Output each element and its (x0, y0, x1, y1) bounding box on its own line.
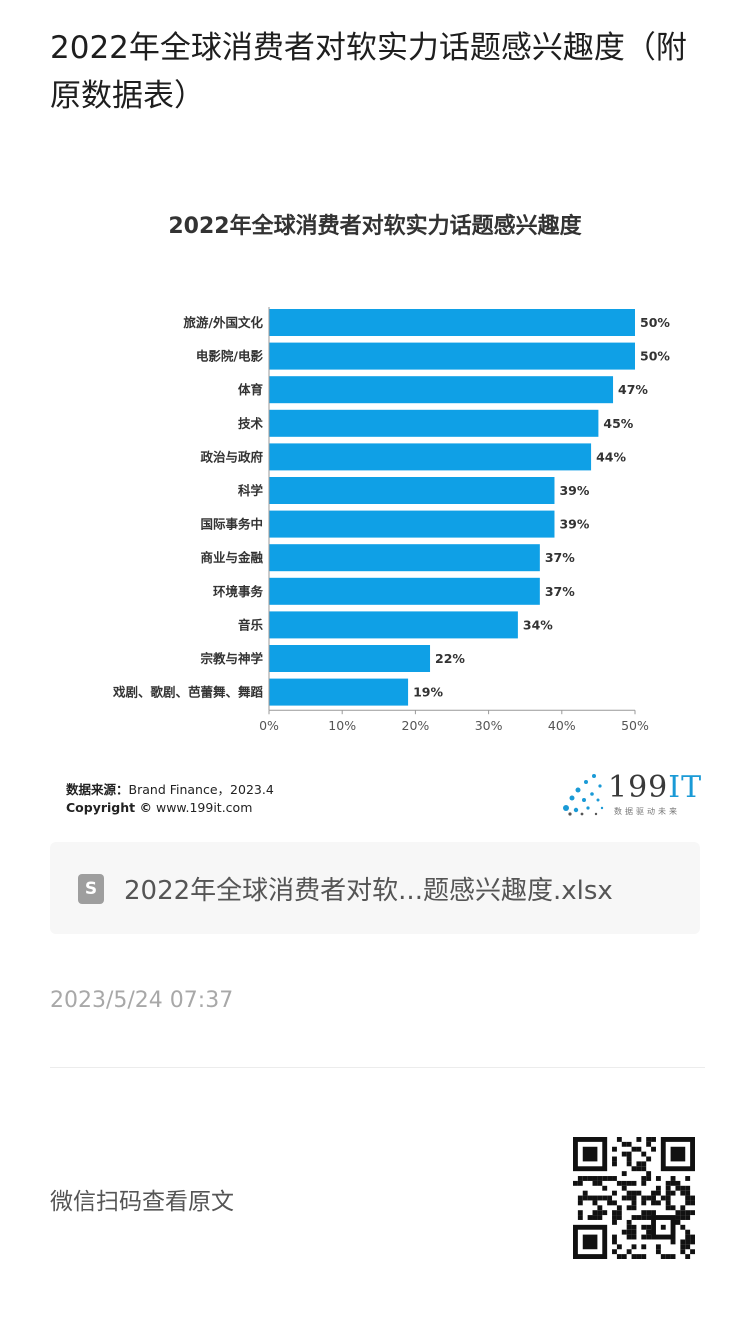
bar (269, 409, 599, 437)
bar (269, 611, 518, 639)
logo-text: 199IT (608, 770, 703, 805)
logo-tagline: 数据驱动未来 (614, 807, 680, 816)
timestamp: 2023/5/24 07:37 (50, 988, 234, 1013)
copyright-label: Copyright © (66, 800, 152, 815)
page-title: 2022年全球消费者对软实力话题感兴趣度（附原数据表） (50, 30, 687, 114)
category-label: 环境事务 (213, 584, 264, 599)
category-label: 技术 (238, 416, 264, 431)
bar (269, 645, 431, 672)
read-original-label: 微信扫码查看原文 (50, 1189, 234, 1215)
category-label: 国际事务中 (200, 517, 263, 532)
category-label: 科学 (238, 483, 264, 498)
x-tick-label: 50% (621, 718, 649, 733)
data-label: 45% (603, 416, 633, 431)
data-label: 50% (640, 349, 670, 364)
x-tick-label: 10% (328, 718, 356, 733)
attachment-file-name: 2022年全球消费者对软...题感兴趣度.xlsx (124, 876, 613, 906)
data-label: 37% (545, 550, 575, 565)
copyright: Copyright © www.199it.com (66, 800, 252, 815)
chart-title: 2022年全球消费者对软实力话题感兴趣度 (168, 214, 582, 239)
category-label: 商业与金融 (200, 550, 263, 565)
data-label: 34% (523, 617, 553, 632)
attachment-card[interactable]: S 2022年全球消费者对软...题感兴趣度.xlsx (50, 842, 700, 934)
bar-chart: 旅游/外国文化 50% 电影院/电影 50% 体育 47% 技术 45% 政治与政府 44% 科学 3… (112, 307, 670, 733)
category-label: 电影院/电影 (196, 349, 264, 364)
data-label: 47% (618, 382, 648, 397)
bar (269, 510, 555, 538)
logo-dots-icon (563, 774, 604, 816)
bar (269, 544, 540, 572)
category-label: 宗教与神学 (200, 651, 263, 666)
category-label: 戏剧、歌剧、芭蕾舞、舞蹈 (112, 685, 264, 700)
x-tick-label: 20% (402, 718, 430, 733)
spreadsheet-file-icon: S (78, 874, 104, 904)
x-tick-label: 0% (259, 718, 279, 733)
x-tick-label: 40% (548, 718, 576, 733)
data-source: 数据来源：Brand Finance，2023.4 (66, 779, 274, 798)
source-label: 数据来源： (66, 782, 129, 797)
x-tick-label: 30% (475, 718, 503, 733)
bar (269, 342, 635, 370)
data-label: 39% (559, 517, 589, 532)
category-label: 音乐 (238, 617, 264, 632)
divider (50, 1067, 705, 1068)
bar (269, 309, 635, 336)
qr-code-icon[interactable] (573, 1137, 695, 1259)
category-label: 政治与政府 (200, 449, 263, 464)
category-label: 体育 (238, 382, 264, 397)
199it-logo: 199IT 数据驱动未来 (556, 768, 701, 820)
data-label: 22% (435, 651, 465, 666)
source-text: Brand Finance，2023.4 (128, 782, 274, 797)
bar (269, 678, 409, 706)
data-label: 44% (596, 449, 626, 464)
category-label: 旅游/外国文化 (182, 315, 263, 330)
bar (269, 577, 540, 605)
copyright-text: www.199it.com (155, 800, 253, 815)
bar (269, 443, 592, 471)
bar (269, 477, 555, 504)
data-label: 37% (545, 584, 575, 599)
data-label: 39% (559, 483, 589, 498)
data-label: 19% (413, 685, 443, 700)
data-label: 50% (640, 315, 670, 330)
bar (269, 376, 614, 404)
